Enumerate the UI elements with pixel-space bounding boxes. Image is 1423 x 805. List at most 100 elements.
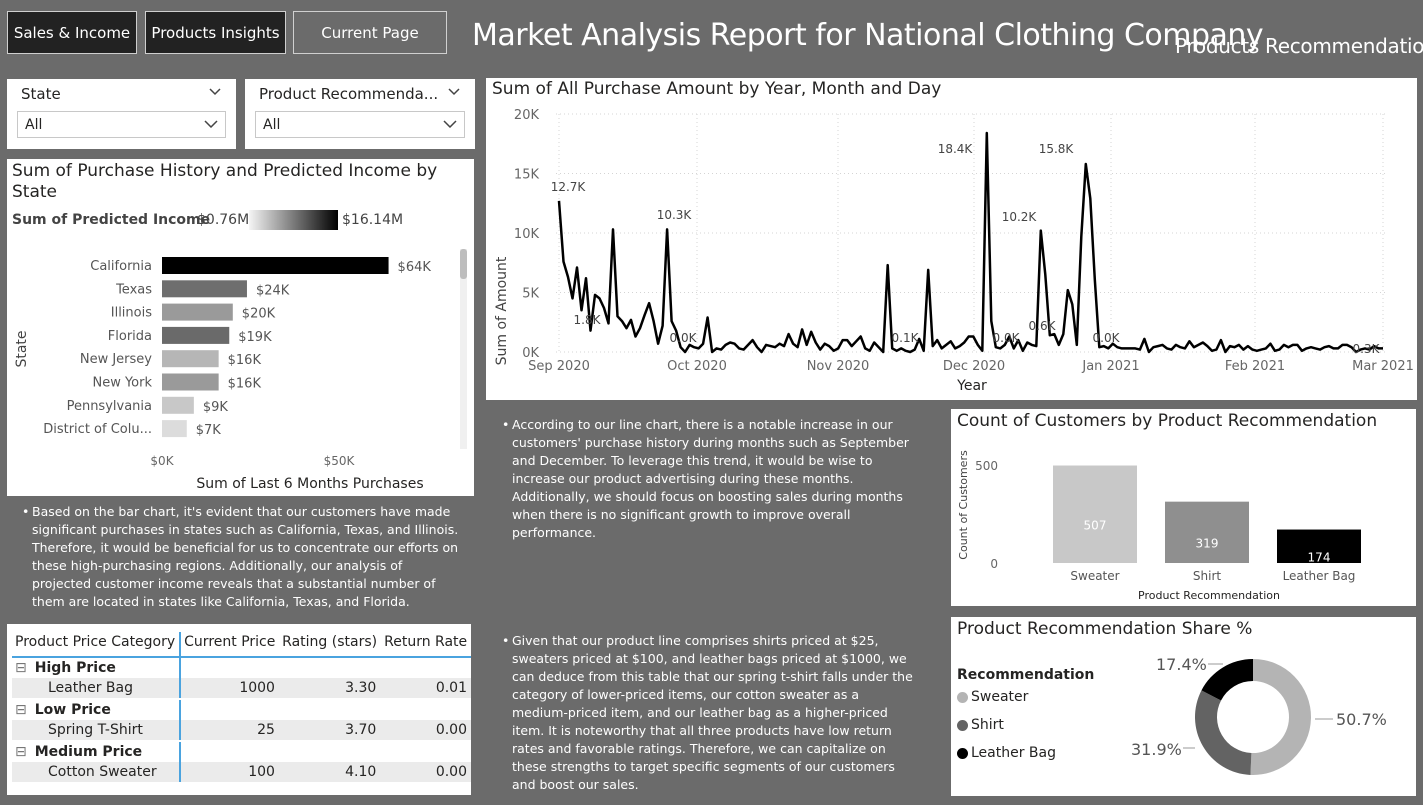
- price-matrix-table: Product Price Category Current Price Ratin…: [12, 632, 471, 784]
- legend-label: Sweater: [971, 689, 1029, 705]
- table-cell: 0.00: [380, 762, 471, 784]
- state-x-axis-label: Sum of Last 6 Months Purchases: [196, 476, 423, 492]
- current-page-button[interactable]: Current Page: [293, 11, 447, 54]
- table-group-row[interactable]: ⊟ High Price: [12, 657, 471, 678]
- count-chart-panel: Count of Customers by Product Recommenda…: [951, 409, 1416, 606]
- count-y-axis-label: Count of Customers: [957, 450, 970, 560]
- state-dropdown[interactable]: All: [17, 111, 226, 138]
- count-bar-label: 507: [1084, 518, 1107, 532]
- donut-slice[interactable]: [1201, 659, 1253, 701]
- count-bar-label: 174: [1308, 550, 1331, 564]
- column-header[interactable]: Current Price: [178, 632, 279, 658]
- slice-label-sweater: 50.7%: [1336, 710, 1387, 729]
- sales-income-button[interactable]: Sales & Income: [7, 11, 137, 54]
- product-dropdown[interactable]: All: [255, 111, 465, 138]
- line-x-axis-label: Year: [956, 378, 987, 394]
- legend-item[interactable]: Sweater: [957, 689, 1028, 705]
- x-tick-label: Sep 2020: [528, 359, 590, 374]
- line-data-label: 0.0K: [1093, 331, 1121, 345]
- state-bar[interactable]: [162, 257, 389, 274]
- x-tick-label: Jan 2021: [1081, 359, 1139, 374]
- line-data-label: 0.3K: [1353, 342, 1381, 356]
- x-tick-label: Feb 2021: [1225, 359, 1285, 374]
- purchase-amount-line: [557, 131, 1383, 354]
- table-cell: Spring T-Shirt: [12, 720, 180, 742]
- table-note-text: Given that our product line comprises sh…: [512, 633, 913, 792]
- state-category-label: California: [90, 259, 152, 274]
- chevron-down-icon: [443, 120, 457, 129]
- products-insights-button[interactable]: Products Insights: [145, 11, 286, 54]
- y-tick-label: 0K: [522, 346, 539, 361]
- slice-label-shirt: 31.9%: [1131, 740, 1182, 759]
- line-note-text: According to our line chart, there is a …: [512, 417, 909, 540]
- state-bar[interactable]: [162, 280, 247, 298]
- state-bar[interactable]: [162, 350, 219, 368]
- legend-label: Sum of Predicted Income: [12, 212, 211, 228]
- product-recommendation-slicer: Product Recommenda... All: [245, 79, 475, 149]
- table-cell: 3.30: [278, 678, 381, 700]
- legend-dot-icon: [957, 691, 968, 703]
- line-y-axis-label: Sum of Amount: [494, 256, 510, 365]
- table-group-row[interactable]: ⊟ Low Price: [12, 699, 471, 720]
- scrollbar-thumb[interactable]: [460, 249, 467, 279]
- table-group-row[interactable]: ⊟ Medium Price: [12, 741, 471, 762]
- line-data-label: 10.2K: [1002, 210, 1038, 224]
- legend-label: Leather Bag: [971, 745, 1056, 761]
- state-dropdown-value: All: [25, 117, 43, 133]
- state-bar[interactable]: [162, 326, 230, 344]
- collapse-icon[interactable]: ⊟: [15, 744, 27, 760]
- table-cell: 0.01: [380, 678, 471, 700]
- count-bar[interactable]: [1053, 465, 1137, 564]
- state-bar[interactable]: [162, 396, 194, 414]
- column-header[interactable]: Rating (stars): [278, 632, 381, 658]
- table-row[interactable]: Cotton Sweater 100 4.10 0.00: [12, 762, 471, 784]
- chevron-down-icon[interactable]: [447, 85, 461, 99]
- donut-slice[interactable]: [1195, 690, 1252, 775]
- bar-chart-note: • Based on the bar chart, it's evident th…: [22, 504, 459, 609]
- line-data-label: 0.0K: [993, 331, 1021, 345]
- x-tick-label: $50K: [324, 454, 356, 468]
- state-chart-title: Sum of Purchase History and Predicted In…: [12, 161, 438, 202]
- y-tick-label: 5K: [522, 287, 539, 302]
- count-x-axis-label: Product Recommendation: [1138, 589, 1280, 602]
- y-tick-label: 10K: [514, 227, 540, 242]
- legend-item[interactable]: Leather Bag: [957, 745, 1056, 761]
- chevron-down-icon[interactable]: [208, 85, 222, 99]
- state-bar-label: $24K: [256, 283, 290, 298]
- count-bar-label: 319: [1196, 536, 1219, 550]
- share-legend-title: Recommendation: [957, 667, 1095, 683]
- line-data-label: 0.1K: [892, 331, 920, 345]
- line-chart: Sum of Amount Year 0K 5K 10K 15K 20K Sep 202…: [494, 108, 1414, 394]
- collapse-icon[interactable]: ⊟: [15, 660, 27, 676]
- column-header[interactable]: Return Rate: [380, 632, 471, 658]
- state-bar-label: $20K: [242, 307, 276, 322]
- state-bar[interactable]: [162, 303, 233, 321]
- scrollbar-track[interactable]: [460, 249, 467, 449]
- product-slicer-label: Product Recommenda...: [259, 85, 439, 103]
- line-data-label: 1.8K: [574, 313, 602, 327]
- state-bar-label: $16K: [228, 353, 262, 368]
- page-subtitle: Products Recommendation: [1175, 34, 1423, 58]
- state-bar-label: $64K: [398, 260, 432, 275]
- state-bar[interactable]: [162, 373, 219, 391]
- count-bar[interactable]: [1165, 501, 1249, 563]
- line-chart-panel: Sum of All Purchase Amount by Year, Mont…: [486, 78, 1417, 400]
- x-tick-label: Oct 2020: [667, 359, 727, 374]
- collapse-icon[interactable]: ⊟: [15, 702, 27, 718]
- count-bar[interactable]: [1277, 529, 1361, 563]
- line-data-label: 12.7K: [551, 180, 587, 194]
- group-label: High Price: [34, 660, 116, 676]
- bar-note-text: Based on the bar chart, it's evident tha…: [32, 504, 459, 609]
- product-dropdown-value: All: [263, 117, 281, 133]
- legend-item[interactable]: Shirt: [957, 717, 1004, 733]
- column-header[interactable]: Product Price Category: [12, 632, 180, 658]
- y-tick-label: 20K: [514, 108, 540, 123]
- state-bar[interactable]: [162, 420, 187, 438]
- donut-slice[interactable]: [1250, 659, 1312, 775]
- line-data-label: 10.3K: [657, 208, 693, 222]
- table-row[interactable]: Spring T-Shirt 25 3.70 0.00: [12, 720, 471, 742]
- line-chart-note: • According to our line chart, there is a…: [502, 417, 909, 540]
- table-row[interactable]: Leather Bag 1000 3.30 0.01: [12, 678, 471, 700]
- table-note: • Given that our product line comprises s…: [502, 633, 913, 792]
- slice-label-leather-bag: 17.4%: [1156, 655, 1207, 674]
